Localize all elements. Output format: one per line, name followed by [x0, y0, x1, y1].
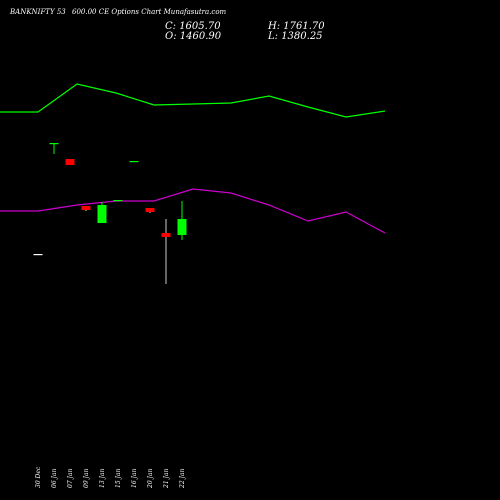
- upper-band-line: [0, 83, 386, 118]
- lower-band-line: [0, 188, 386, 234]
- chart-symbol: BANKNIFTY 53: [10, 8, 66, 16]
- candle-30-dec: [33, 254, 43, 256]
- candle-13-jan: [97, 202, 107, 223]
- candle-body: [145, 208, 155, 212]
- x-tick-label: 13 Jan: [99, 468, 106, 488]
- candle-body: [129, 161, 139, 163]
- candles-layer: [33, 143, 187, 284]
- candle-body: [97, 205, 107, 223]
- x-tick-label: 30 Dec: [35, 466, 42, 488]
- candle-body: [49, 143, 59, 145]
- low-value: L: 1380.25: [268, 31, 323, 42]
- x-axis: 30 Dec 06 Jan 07 Jan 09 Jan 13 Jan 15 Jan 16 J…: [35, 466, 186, 489]
- x-tick-label: 06 Jan: [51, 468, 58, 488]
- chart-description: 600.00 CE Options Chart Munafasutra.com: [72, 8, 227, 16]
- candle-09-jan: [81, 206, 91, 211]
- x-tick-label: 21 Jan: [163, 468, 170, 489]
- close-value: C: 1605.70: [165, 21, 221, 32]
- x-tick-label: 07 Jan: [67, 468, 74, 488]
- open-value: O: 1460.90: [165, 31, 222, 42]
- candle-body: [177, 219, 187, 235]
- x-tick-label: 20 Jan: [147, 468, 154, 489]
- candle-body: [65, 159, 75, 165]
- high-value: H: 1761.70: [268, 21, 325, 32]
- candle-22-jan: [177, 201, 187, 240]
- candle-06-jan: [49, 143, 59, 154]
- bands-layer: [0, 83, 386, 234]
- candle-07-jan: [65, 159, 75, 165]
- x-tick-label: 16 Jan: [131, 468, 138, 488]
- candle-body: [161, 233, 171, 237]
- x-tick-label: 15 Jan: [115, 468, 122, 488]
- candle-body: [81, 206, 91, 210]
- candle-15-jan: [113, 200, 123, 202]
- candle-16-jan: [129, 161, 139, 163]
- x-tick-label: 22 Jan: [179, 468, 186, 489]
- candle-20-jan: [145, 208, 155, 213]
- x-tick-label: 09 Jan: [83, 468, 90, 488]
- candle-body: [113, 200, 123, 202]
- candle-21-jan: [161, 219, 171, 284]
- candle-body: [33, 254, 43, 256]
